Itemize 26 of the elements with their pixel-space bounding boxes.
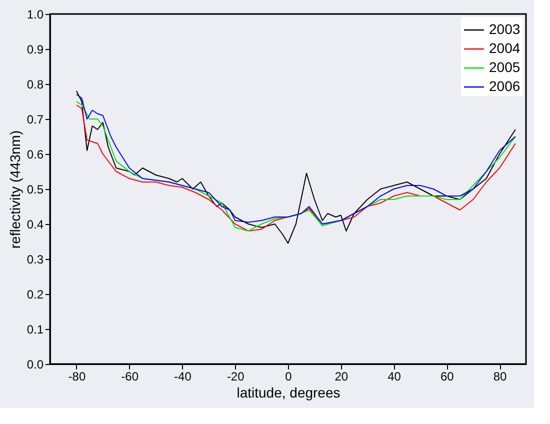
x-tick-label: 80 xyxy=(493,370,508,384)
y-tick-label: 0.8 xyxy=(26,78,44,92)
x-tick-label: -60 xyxy=(121,370,139,384)
x-tick-label: 60 xyxy=(440,370,454,384)
x-tick-label: 40 xyxy=(388,370,402,384)
x-tick-label: -40 xyxy=(174,370,192,384)
legend-label: 2004 xyxy=(489,40,520,56)
legend-label: 2003 xyxy=(489,21,520,37)
y-tick-label: 1.0 xyxy=(26,8,44,22)
legend-label: 2006 xyxy=(489,78,520,94)
y-tick-label: 0.3 xyxy=(26,252,44,266)
y-tick-label: 0.6 xyxy=(26,148,44,162)
y-tick-label: 0.7 xyxy=(26,112,44,126)
y-tick-label: 0.2 xyxy=(26,288,44,302)
y-tick-label: 0.4 xyxy=(26,218,44,232)
x-tick-label: -20 xyxy=(226,370,245,384)
y-tick-label: 0.1 xyxy=(26,322,44,336)
y-tick-label: 0.5 xyxy=(26,182,44,196)
y-axis-title: reflectivity (443nm) xyxy=(6,130,23,249)
legend-label: 2005 xyxy=(489,59,520,75)
x-tick-label: 0 xyxy=(285,370,292,384)
y-tick-label: 0.9 xyxy=(26,42,44,56)
x-tick-label: 20 xyxy=(334,370,348,384)
y-tick-label: 0.0 xyxy=(26,358,44,372)
x-axis-title: latitude, degrees xyxy=(236,384,340,400)
x-tick-label: -80 xyxy=(68,370,86,384)
